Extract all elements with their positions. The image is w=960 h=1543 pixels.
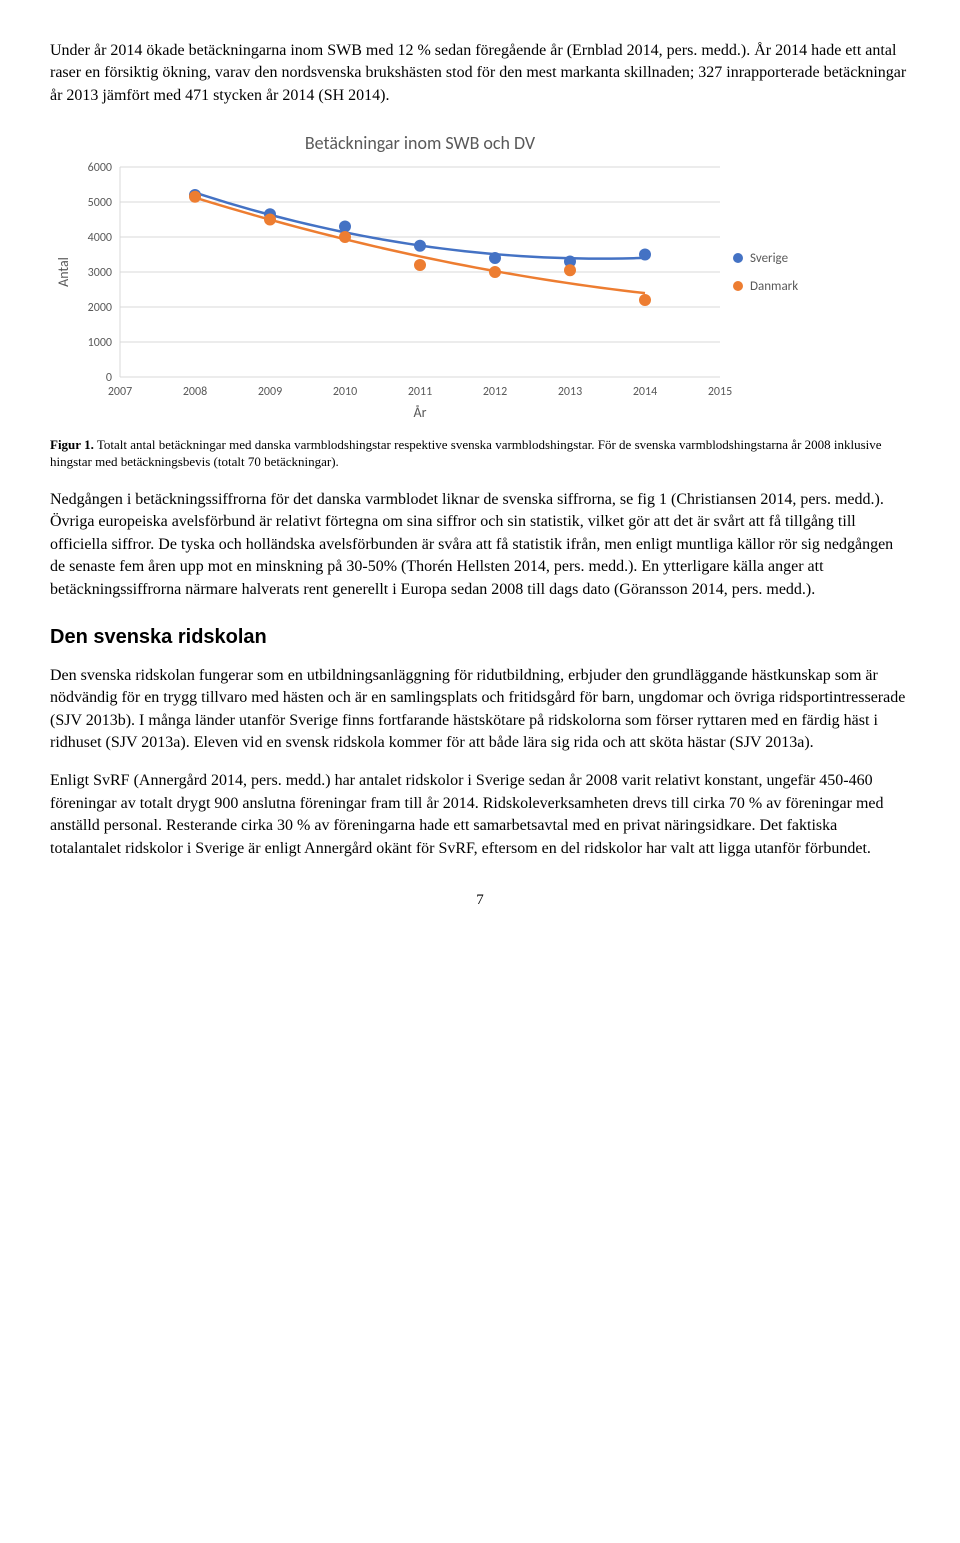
body-paragraph-2: Den svenska ridskolan fungerar som en ut… — [50, 665, 910, 755]
section-heading: Den svenska ridskolan — [50, 623, 910, 651]
svg-text:2009: 2009 — [258, 385, 282, 399]
svg-text:2007: 2007 — [108, 385, 132, 399]
svg-text:Danmark: Danmark — [750, 279, 798, 294]
svg-text:6000: 6000 — [88, 161, 112, 175]
svg-text:1000: 1000 — [88, 336, 112, 350]
svg-text:3000: 3000 — [88, 266, 112, 280]
body-paragraph-3: Enligt SvRF (Annergård 2014, pers. medd.… — [50, 770, 910, 860]
svg-text:0: 0 — [106, 371, 112, 385]
svg-text:2013: 2013 — [558, 385, 582, 399]
svg-text:2010: 2010 — [333, 385, 357, 399]
svg-text:2015: 2015 — [708, 385, 732, 399]
svg-text:Betäckningar inom SWB och DV: Betäckningar inom SWB och DV — [305, 132, 536, 154]
svg-text:Sverige: Sverige — [750, 251, 788, 266]
figure-caption-text: Totalt antal betäckningar med danska var… — [50, 437, 882, 469]
svg-text:2014: 2014 — [633, 385, 657, 399]
figure-label: Figur 1. — [50, 437, 94, 452]
coverings-chart: Betäckningar inom SWB och DV 0 1000 2000 300… — [50, 127, 830, 427]
svg-text:5000: 5000 — [88, 196, 112, 210]
svg-text:År: År — [414, 404, 427, 421]
svg-text:Antal: Antal — [55, 257, 72, 287]
figure-caption: Figur 1. Totalt antal betäckningar med d… — [50, 437, 910, 471]
svg-text:4000: 4000 — [88, 231, 112, 245]
page-number: 7 — [50, 890, 910, 911]
svg-text:2000: 2000 — [88, 301, 112, 315]
svg-text:2011: 2011 — [408, 385, 432, 399]
body-paragraph-1: Nedgången i betäckningssiffrorna för det… — [50, 489, 910, 601]
chart-container: Betäckningar inom SWB och DV 0 1000 2000 300… — [50, 127, 910, 427]
svg-text:2012: 2012 — [483, 385, 507, 399]
svg-text:2008: 2008 — [183, 385, 207, 399]
intro-paragraph: Under år 2014 ökade betäckningarna inom … — [50, 40, 910, 107]
